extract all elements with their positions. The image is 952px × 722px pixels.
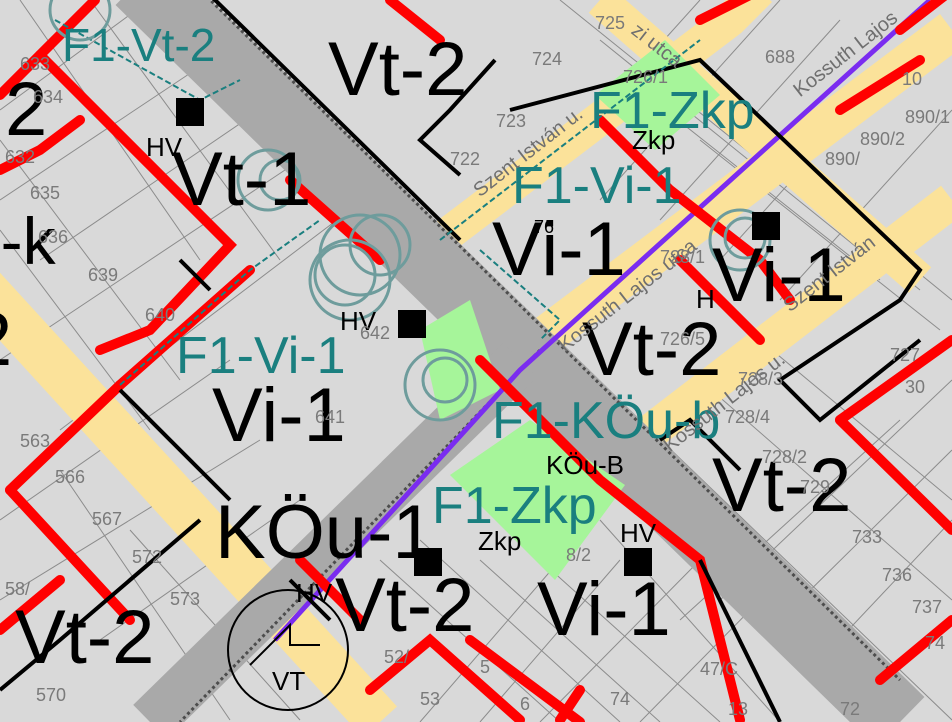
- parcel-number: 728/3: [738, 369, 784, 389]
- zone-boundaries: [0, 0, 923, 722]
- parcel-number: 636: [38, 227, 69, 247]
- parcel-number: 688: [765, 47, 796, 67]
- parcel-number: 635: [30, 183, 61, 203]
- parcel-number: 13: [728, 699, 749, 719]
- hv-square-icon: [176, 98, 204, 126]
- parcel-number: 640: [145, 305, 176, 325]
- parcel-number: 728/4: [725, 407, 771, 427]
- zone-label: Vi-1: [537, 567, 671, 652]
- parcel-number: 74: [925, 633, 946, 653]
- zone-label: Vi-1: [492, 207, 626, 292]
- parcel-number: 728/1: [660, 247, 706, 267]
- parcel-number: 737: [912, 597, 943, 617]
- regulation-label: F1-KÖu-b: [492, 392, 721, 450]
- road-kossuth-lower: [629, 185, 952, 455]
- parcel-number: 573: [170, 589, 201, 609]
- parcel-number: 563: [20, 431, 51, 451]
- parcel-number: 733: [852, 527, 883, 547]
- zone-label: 2: [5, 67, 48, 152]
- parcel-number: 642: [360, 323, 391, 343]
- zone-label: Vt-1: [172, 137, 312, 222]
- zone-label: Vt-2: [15, 595, 155, 680]
- hv-square-icon: [398, 310, 426, 338]
- zone-label: Vt-2: [328, 27, 468, 112]
- railway-track: [208, 0, 902, 682]
- regulation-label: F1-Vt-2: [62, 19, 216, 71]
- parcel-number: 47/C: [700, 659, 739, 679]
- parcel-number: 726/1: [623, 67, 669, 87]
- green-area-mid: [420, 300, 500, 420]
- road-upper-right: [588, 0, 932, 293]
- parcel-number: 72: [840, 699, 861, 719]
- parcel-number: 30: [905, 377, 926, 397]
- vt-arrow: [249, 622, 320, 666]
- code-label: Zkp: [632, 125, 676, 155]
- code-label: KÖu-B: [546, 450, 625, 480]
- parcel-number: 729: [800, 477, 831, 497]
- parcel-number: 723: [496, 111, 527, 131]
- parcel-number: 566: [55, 467, 86, 487]
- code-label: HV: [340, 306, 377, 336]
- parcel-number: 10: [902, 69, 923, 89]
- code-label: HV: [296, 578, 333, 608]
- zone-label: 2: [0, 302, 12, 378]
- railway-band: [115, 0, 925, 722]
- hv-square-icon: [752, 212, 780, 240]
- parcel-number: 8/2: [566, 545, 592, 565]
- regulation-label: F1-Zkp: [590, 82, 755, 140]
- parcel-number: 76: [534, 217, 555, 237]
- railway-branch: [133, 342, 537, 722]
- zone-label: l-k: [0, 204, 56, 278]
- parcel-number: 572: [132, 547, 163, 567]
- parcel-number: 74: [610, 689, 631, 709]
- parcel-number: 890/2: [860, 129, 906, 149]
- zone-label: Vt-2: [335, 563, 475, 648]
- code-label: VT: [272, 666, 306, 696]
- vt-circle: [227, 589, 349, 711]
- parcel-number: 890/: [825, 149, 861, 169]
- green-area-top: [595, 40, 720, 150]
- zone-label: Vt-2: [582, 307, 722, 392]
- parcel-number: 53: [420, 689, 441, 709]
- bike-route: [273, 0, 932, 642]
- parcel-number: 726/5: [660, 329, 706, 349]
- parcel-number: 639: [88, 265, 119, 285]
- parcel-number: 567: [92, 509, 123, 529]
- hv-square-icon: [624, 548, 652, 576]
- parcel-number: 890/1: [905, 107, 951, 127]
- road-left: [0, 272, 397, 722]
- parcel-number: 633: [20, 54, 51, 74]
- parcel-number: 5: [480, 657, 491, 677]
- zone-label: KÖu-1: [215, 490, 435, 575]
- regulation-label: F1-Vi-1: [176, 327, 346, 385]
- regulation-label: F1-Vi-1: [512, 157, 682, 215]
- parcel-number: 6: [520, 694, 531, 714]
- code-label: HV: [146, 132, 183, 162]
- parcel-number: 724: [532, 49, 563, 69]
- code-label: HV: [620, 518, 657, 548]
- parcel-number: 641: [315, 407, 346, 427]
- parcel-number: 634: [33, 87, 64, 107]
- hv-square-icon: [414, 548, 442, 576]
- parcel-number: 727: [890, 345, 921, 365]
- parcel-number: 58/: [5, 579, 31, 599]
- tree-symbols: [48, 0, 772, 422]
- zone-label: Vt-2: [712, 443, 852, 528]
- parcel-number: 725: [595, 13, 626, 33]
- zone-label: Vi-1: [712, 233, 846, 318]
- parcel-number: 52/: [384, 647, 410, 667]
- code-label: H: [696, 284, 715, 314]
- zone-label: Vi-1: [212, 373, 346, 458]
- parcel-number: 632: [5, 147, 36, 167]
- parcel-number: 722: [450, 149, 481, 169]
- parcel-number: 570: [36, 685, 67, 705]
- parcel-number: 728/2: [762, 447, 808, 467]
- regulation-label: F1-Zkp: [432, 477, 597, 535]
- parcel-number: 736: [882, 565, 913, 585]
- code-label: Zkp: [478, 526, 522, 556]
